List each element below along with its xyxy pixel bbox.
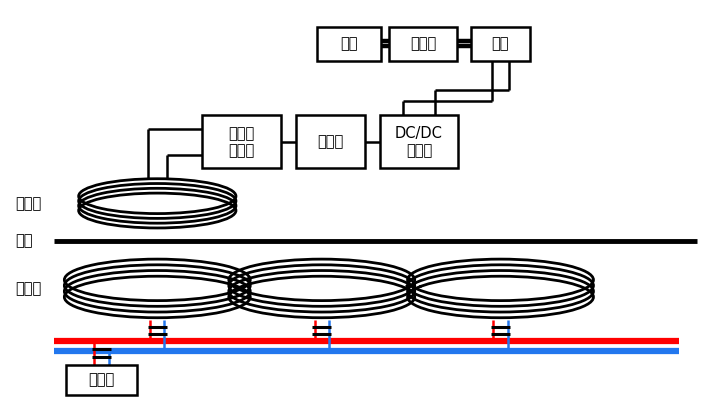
Text: DC/DC
变换器: DC/DC 变换器: [395, 126, 443, 158]
Text: ···: ···: [403, 276, 424, 300]
Text: 接收端: 接收端: [16, 196, 42, 211]
FancyBboxPatch shape: [380, 115, 458, 168]
Text: 功率源: 功率源: [89, 372, 114, 387]
Text: 发射端: 发射端: [16, 281, 42, 296]
FancyBboxPatch shape: [317, 27, 381, 61]
Text: 整流器: 整流器: [317, 134, 343, 149]
Text: 电机: 电机: [340, 36, 358, 51]
Text: 路面: 路面: [16, 233, 33, 248]
FancyBboxPatch shape: [389, 27, 458, 61]
FancyBboxPatch shape: [202, 115, 281, 168]
Text: 电池: 电池: [492, 36, 509, 51]
Text: 电容补
偿网络: 电容补 偿网络: [229, 126, 255, 158]
FancyBboxPatch shape: [296, 115, 365, 168]
Text: 逆变器: 逆变器: [410, 36, 436, 51]
FancyBboxPatch shape: [66, 365, 137, 395]
FancyBboxPatch shape: [471, 27, 530, 61]
